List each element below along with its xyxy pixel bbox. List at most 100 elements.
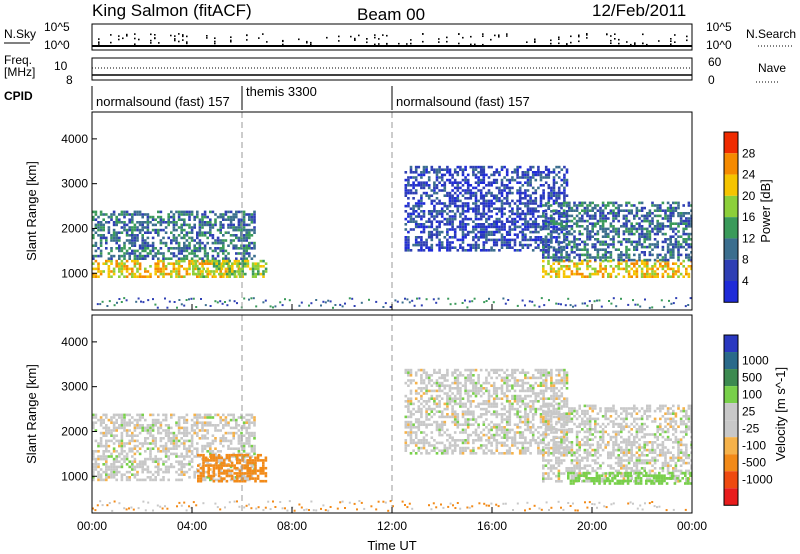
velocity-colorbar-tick-5: -100 xyxy=(742,439,766,453)
power-ytick-label-3: 4000 xyxy=(61,132,88,146)
power-ytick-label-2: 3000 xyxy=(61,177,88,191)
power-colorbar-tick-5: 8 xyxy=(742,253,749,267)
beam-title: Beam 00 xyxy=(357,5,425,24)
velocity-region-3 xyxy=(542,404,692,483)
xtick-label-0: 00:00 xyxy=(77,519,107,533)
power-panel: 1000 2000 3000 4000 Slant Range [km] 28 24 20… xyxy=(24,111,773,311)
power-region-2 xyxy=(192,259,268,278)
velocity-frame xyxy=(91,314,693,514)
nave-label: Nave xyxy=(758,61,786,75)
velocity-ylabel: Slant Range [km] xyxy=(24,364,39,464)
cpid-mode-1: normalsound (fast) 157 xyxy=(96,94,230,109)
nave-tick-bottom: 0 xyxy=(708,73,715,87)
velocity-colorbar-swatch-1 xyxy=(724,352,738,370)
power-colorbar: 28 24 20 16 12 8 4 xyxy=(723,131,756,303)
cpid-panel: CPID normalsound (fast) 157 themis 3300 … xyxy=(4,84,530,110)
velocity-colorbar-tick-1: 500 xyxy=(742,371,762,385)
power-colorbar-tick-2: 20 xyxy=(742,189,756,203)
nsky-tick-top: 10^5 xyxy=(44,20,70,34)
power-colorbar-swatch-6 xyxy=(724,259,738,281)
velocity-colorbar-swatch-9 xyxy=(724,488,738,506)
nsky-tick-bottom: 10^0 xyxy=(44,38,70,52)
xtick-label-4: 16:00 xyxy=(477,519,507,533)
power-colorbar-swatch-2 xyxy=(724,174,738,196)
velocity-colorbar-swatch-2 xyxy=(724,369,738,387)
velocity-colorbar-label: Velocity [m s^-1] xyxy=(773,367,788,461)
xtick-label-5: 20:00 xyxy=(577,519,607,533)
cpid-mode-2: themis 3300 xyxy=(246,84,317,99)
velocity-colorbar-tick-2: 100 xyxy=(742,388,762,402)
power-colorbar-label: Power [dB] xyxy=(758,179,773,243)
velocity-region-2 xyxy=(404,368,569,455)
velocity-colorbar-swatch-0 xyxy=(724,335,738,353)
velocity-colorbar-tick-0: 1000 xyxy=(742,354,769,368)
power-colorbar-tick-0: 28 xyxy=(742,146,756,160)
power-x-ticks xyxy=(91,304,693,310)
velocity-colorbar-tick-7: -1000 xyxy=(742,473,773,487)
power-colorbar-tick-4: 12 xyxy=(742,231,756,245)
station-title: King Salmon (fitACF) xyxy=(92,1,252,20)
nsky-panel: N.Sky 10^5 10^0 10^5 10^0 N.Search xyxy=(4,20,796,52)
velocity-colorbar-swatch-3 xyxy=(724,386,738,404)
power-ylabel: Slant Range [km] xyxy=(24,161,39,261)
power-colorbar-swatch-1 xyxy=(724,153,738,175)
freq-panel: Freq. [MHz] 10 8 60 0 Nave xyxy=(4,53,786,87)
date-title: 12/Feb/2011 xyxy=(592,1,686,20)
velocity-near-range-band xyxy=(92,500,687,512)
velocity-region-4 xyxy=(567,471,692,485)
power-colorbar-swatch-4 xyxy=(724,217,738,239)
xtick-label-6: 00:00 xyxy=(677,519,707,533)
nsearch-tick-bottom: 10^0 xyxy=(706,38,732,52)
power-y-axis: 1000 2000 3000 4000 xyxy=(61,132,97,280)
power-ytick-label-1: 2000 xyxy=(61,221,88,235)
velocity-colorbar-tick-3: 25 xyxy=(742,405,756,419)
velocity-colorbar-tick-4: -25 xyxy=(742,422,760,436)
power-region-1 xyxy=(92,210,256,260)
velocity-colorbar-swatch-5 xyxy=(724,420,738,438)
velocity-ytick-label-3: 4000 xyxy=(61,335,88,349)
power-colorbar-swatch-7 xyxy=(724,280,738,303)
velocity-region-1 xyxy=(197,453,268,483)
velocity-ytick-label-2: 3000 xyxy=(61,380,88,394)
cpid-mode-3: normalsound (fast) 157 xyxy=(396,94,530,109)
velocity-colorbar-tick-6: -500 xyxy=(742,456,766,470)
velocity-y-axis: 1000 2000 3000 4000 xyxy=(61,335,97,483)
freq-label: Freq. xyxy=(4,53,32,67)
nsky-label: N.Sky xyxy=(4,27,36,41)
freq-tick-top: 10 xyxy=(54,59,68,73)
velocity-colorbar-swatch-6 xyxy=(724,437,738,455)
velocity-panel: 1000 2000 3000 4000 00:00 04:00 08:00 12:00 16:… xyxy=(24,314,788,533)
power-colorbar-tick-3: 16 xyxy=(742,210,756,224)
velocity-colorbar-swatch-8 xyxy=(724,471,738,489)
power-colorbar-swatch-0 xyxy=(724,132,738,154)
velocity-ytick-label-0: 1000 xyxy=(61,469,88,483)
power-heatmap xyxy=(92,165,692,309)
velocity-region-0 xyxy=(92,413,256,482)
nsearch-tick-top: 10^5 xyxy=(706,20,732,34)
power-colorbar-swatch-5 xyxy=(724,238,738,260)
velocity-colorbar-swatch-7 xyxy=(724,454,738,472)
x-axis-label: Time UT xyxy=(367,538,416,553)
power-ytick-label-0: 1000 xyxy=(61,266,88,280)
power-colorbar-tick-1: 24 xyxy=(742,168,756,182)
nsky-dots xyxy=(98,33,688,46)
xtick-label-1: 04:00 xyxy=(177,519,207,533)
power-region-4 xyxy=(542,259,692,278)
xtick-label-3: 12:00 xyxy=(377,519,407,533)
power-near-range-band xyxy=(96,297,692,309)
xtick-label-2: 08:00 xyxy=(277,519,307,533)
velocity-colorbar-swatch-4 xyxy=(724,403,738,421)
nsearch-label: N.Search xyxy=(746,27,796,41)
nave-tick-top: 60 xyxy=(708,55,722,69)
power-colorbar-swatch-3 xyxy=(724,195,738,218)
power-colorbar-tick-6: 4 xyxy=(742,274,749,288)
velocity-ytick-label-1: 2000 xyxy=(61,424,88,438)
velocity-x-ticks: 00:00 04:00 08:00 12:00 16:00 20:00 00:00 xyxy=(77,507,707,533)
power-region-5 xyxy=(542,201,692,262)
freq-unit-label: [MHz] xyxy=(4,65,35,79)
freq-tick-bottom: 8 xyxy=(66,73,73,87)
cpid-label: CPID xyxy=(4,89,33,103)
velocity-colorbar: 1000 500 100 25 -25 -100 -500 -1000 xyxy=(723,334,773,506)
velocity-heatmap xyxy=(92,368,692,512)
